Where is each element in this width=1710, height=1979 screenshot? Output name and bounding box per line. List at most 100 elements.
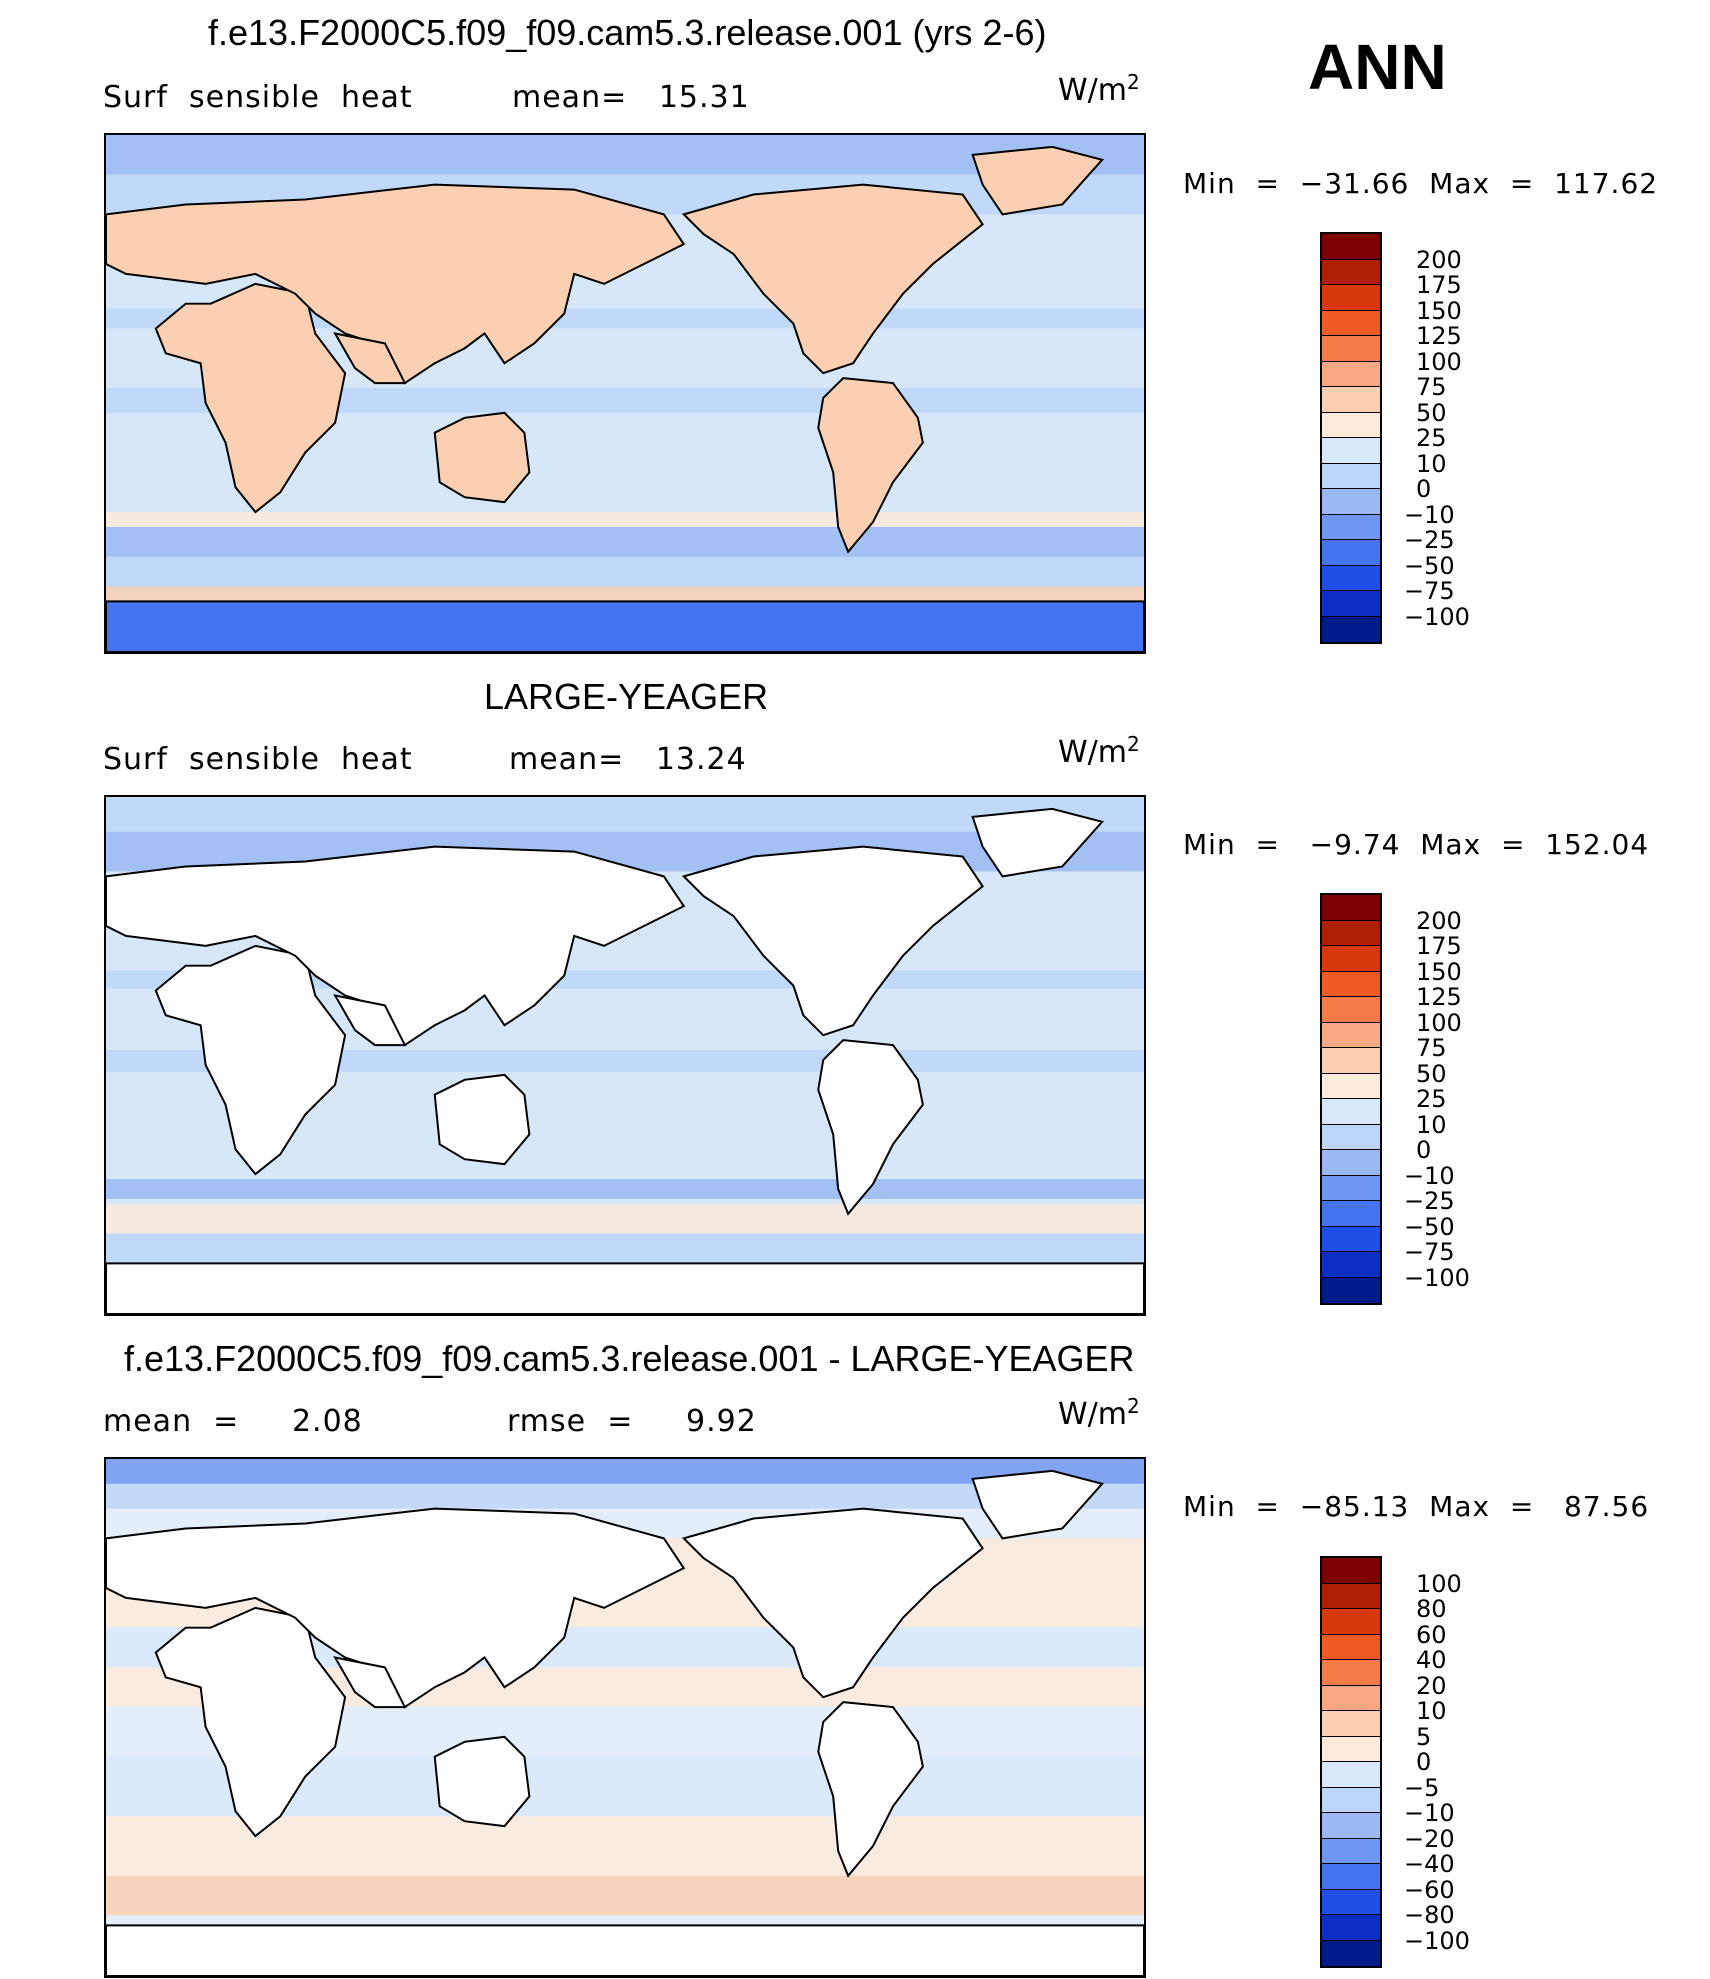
colorbar-tick-label: −80 (1404, 1901, 1455, 1929)
contour-band (106, 1483, 1144, 1509)
contour-band (106, 797, 1144, 832)
colorbar-swatch (1322, 920, 1380, 946)
mean-label: mean = 2.08 (103, 1404, 363, 1439)
colorbar-swatch (1322, 489, 1380, 515)
map-svg (106, 135, 1144, 652)
continent-outline (154, 1606, 347, 1838)
continent-outline (154, 282, 347, 514)
colorbar-swatch (1322, 1736, 1380, 1762)
colorbar-swatch (1322, 1099, 1380, 1125)
contour-band (106, 135, 1144, 175)
continent-outline (106, 183, 686, 385)
colorbar-swatch (1322, 259, 1380, 285)
colorbar-swatch (1322, 1813, 1380, 1839)
continent-outline (971, 807, 1104, 878)
colorbar-tick-label: −10 (1404, 1161, 1455, 1190)
colorbar-tick-label: 200 (1416, 906, 1462, 935)
colorbar-swatch (1322, 1201, 1380, 1227)
map-panel (104, 795, 1146, 1316)
colorbar-tick-label: −25 (1404, 1187, 1455, 1215)
colorbar-swatch (1322, 565, 1380, 591)
colorbar-tick-label: 150 (1416, 296, 1462, 325)
contour-band (106, 1816, 1144, 1876)
colorbar-swatch (1322, 1124, 1380, 1150)
colorbar-tick-label: 20 (1416, 1671, 1447, 1700)
colorbar-tick-label: −25 (1404, 526, 1455, 554)
min-max-label: Min = −31.66 Max = 117.62 (1183, 167, 1659, 200)
continent-outline (333, 1656, 407, 1709)
panel-title: f.e13.F2000C5.f09_f09.cam5.3.release.001… (208, 12, 1047, 53)
colorbar-swatch (1322, 1660, 1380, 1686)
colorbar-tick-label: 0 (1416, 1748, 1432, 1776)
contour-band (106, 1459, 1144, 1484)
antarctica-outline (106, 600, 1144, 652)
colorbar-tick-label: −5 (1404, 1773, 1440, 1802)
units-label: W/m2 (1058, 1394, 1140, 1432)
colorbar-tick-label: −10 (1404, 500, 1455, 529)
colorbar-tick-label: 125 (1416, 983, 1462, 1011)
min-max-label: Min = −9.74 Max = 152.04 (1183, 828, 1650, 861)
colorbar-swatch (1322, 1711, 1380, 1737)
continent-outline (154, 944, 347, 1176)
colorbar-tick-label: 125 (1416, 322, 1462, 350)
panel-title: f.e13.F2000C5.f09_f09.cam5.3.release.001… (124, 1338, 1135, 1379)
continent-outline (971, 1469, 1104, 1540)
colorbar-tick-label: 100 (1416, 347, 1462, 376)
units-label: W/m2 (1058, 732, 1140, 770)
contour-band (106, 1203, 1144, 1234)
colorbar-swatch (1322, 285, 1380, 311)
colorbar-tick-label: −75 (1404, 1238, 1455, 1266)
colorbar-tick-label: 0 (1416, 1136, 1432, 1164)
colorbar-swatch (1322, 1277, 1380, 1303)
colorbar-tick-label: −60 (1404, 1875, 1455, 1904)
continent-outline (817, 1039, 924, 1216)
colorbar-swatch (1322, 361, 1380, 387)
colorbar-swatch (1322, 1022, 1380, 1048)
colorbar-tick-label: 75 (1416, 1034, 1447, 1062)
rmse-label: rmse = 9.92 (507, 1404, 757, 1439)
colorbar-swatch (1322, 463, 1380, 489)
colorbar-tick-label: 40 (1416, 1646, 1447, 1674)
colorbar-swatch (1322, 997, 1380, 1023)
map-svg (106, 797, 1144, 1314)
continent-outline (333, 994, 407, 1047)
colorbar-swatch (1322, 1864, 1380, 1890)
colorbar-tick-label: −100 (1404, 602, 1470, 631)
units-label: W/m2 (1058, 70, 1140, 108)
colorbar-tick-label: 50 (1416, 1059, 1447, 1088)
colorbar-swatch (1322, 1762, 1380, 1788)
colorbar-tick-label: −50 (1404, 551, 1455, 580)
colorbar-swatch (1322, 1252, 1380, 1278)
colorbar-swatches (1320, 1556, 1382, 1968)
colorbar-tick-label: 75 (1416, 373, 1447, 401)
colorbar-tick-label: 150 (1416, 957, 1462, 986)
colorbar-swatch (1322, 1609, 1380, 1635)
variable-label: Surf sensible heat (103, 742, 413, 777)
contour-band (106, 1179, 1144, 1199)
continent-outline (106, 1507, 686, 1709)
colorbar-swatch (1322, 438, 1380, 464)
mean-label: mean= 13.24 (509, 742, 747, 777)
map-panel (104, 1457, 1146, 1978)
continent-outline (433, 1735, 531, 1828)
colorbar-tick-label: 25 (1416, 1085, 1447, 1113)
antarctica-outline (106, 1262, 1144, 1314)
colorbar-swatch (1322, 387, 1380, 413)
colorbar-swatch (1322, 540, 1380, 566)
colorbar-tick-label: −100 (1404, 1926, 1470, 1955)
panel-title: LARGE-YEAGER (484, 676, 769, 717)
variable-label: Surf sensible heat (103, 80, 413, 115)
colorbar-tick-label: 80 (1416, 1595, 1447, 1623)
colorbar-swatches (1320, 893, 1382, 1305)
continent-outline (106, 845, 686, 1047)
colorbar-swatch (1322, 310, 1380, 336)
colorbar-swatches (1320, 232, 1382, 644)
contour-band (106, 556, 1144, 592)
map-panel (104, 133, 1146, 654)
colorbar-swatch (1322, 514, 1380, 540)
colorbar-swatch (1322, 1150, 1380, 1176)
colorbar-swatch (1322, 1558, 1380, 1584)
colorbar-swatch (1322, 971, 1380, 997)
colorbar-tick-label: 60 (1416, 1620, 1447, 1649)
colorbar-swatch (1322, 1226, 1380, 1252)
